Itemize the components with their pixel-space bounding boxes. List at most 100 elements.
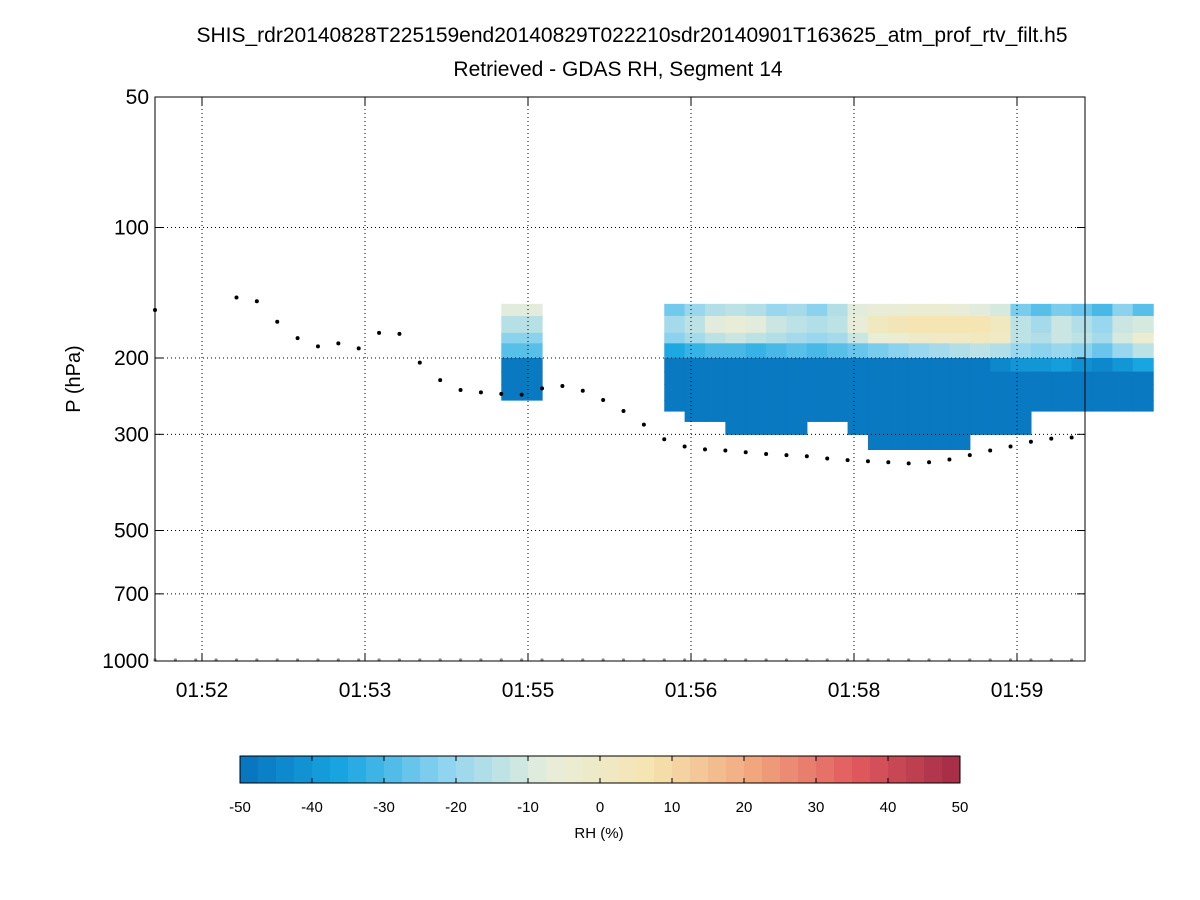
heatmap-cell (1051, 357, 1073, 373)
heatmap-cell (766, 332, 788, 344)
heatmap-cell (664, 343, 686, 359)
heatmap-cell (806, 384, 828, 401)
heatmap-cell (684, 303, 706, 317)
colorbar-segment (816, 756, 835, 783)
heatmap-cell (990, 357, 1012, 373)
heatmap-cell (1112, 357, 1134, 373)
colorbar-segment (294, 756, 313, 783)
heatmap-cell (786, 315, 808, 334)
series-point (1028, 439, 1033, 444)
heatmap-cell (827, 384, 849, 401)
grid-lines (155, 97, 1085, 661)
heatmap-cell (949, 303, 971, 317)
heatmap-cell (501, 343, 523, 359)
series-point (397, 331, 402, 336)
heatmap-cell (806, 410, 828, 422)
heatmap-cell (990, 315, 1012, 334)
heatmap-cell (521, 315, 543, 334)
heatmap-cell (1030, 315, 1052, 334)
series-point (356, 346, 361, 351)
heatmap-cell (1112, 332, 1134, 344)
heatmap-cells (501, 303, 1154, 450)
heatmap-cell (725, 410, 747, 422)
heatmap-cell (766, 357, 788, 373)
colorbar-segment (456, 756, 475, 783)
heatmap-cell (888, 315, 910, 334)
heatmap-cell (786, 421, 808, 435)
colorbar-segment (510, 756, 529, 783)
heatmap-cell (664, 400, 686, 412)
heatmap-cell (990, 332, 1012, 344)
heatmap-cell (908, 434, 930, 450)
colorbar-segment (834, 756, 853, 783)
heatmap-cell (501, 357, 523, 373)
colorbar-segment (618, 756, 637, 783)
heatmap-cell (684, 400, 706, 412)
series-point (641, 422, 646, 427)
heatmap-cell (786, 357, 808, 373)
heatmap-cell (704, 315, 726, 334)
heatmap-cell (1132, 371, 1154, 385)
heatmap-cell (1112, 303, 1134, 317)
heatmap-cell (1030, 400, 1052, 412)
heatmap-cell (684, 357, 706, 373)
series-point (499, 391, 504, 396)
colorbar-segment (852, 756, 871, 783)
heatmap-cell (1092, 371, 1113, 385)
colorbar-tick-label: -50 (229, 799, 251, 816)
heatmap-cell (1030, 384, 1052, 401)
x-tick-label: 01:59 (991, 679, 1044, 702)
series-point (336, 341, 341, 346)
colorbar-segment (582, 756, 601, 783)
colorbar-segment (330, 756, 349, 783)
series-point (621, 408, 626, 413)
colorbar-segment (870, 756, 889, 783)
colorbar-segment (366, 756, 385, 783)
heatmap-cell (1132, 357, 1154, 373)
colorbar-ticks: -50 -40 -30 -20 -10 0 10 20 30 40 50 (229, 756, 968, 816)
heatmap-cell (949, 410, 971, 422)
heatmap-cell (521, 332, 543, 344)
series-point (906, 461, 911, 466)
series-point (254, 299, 259, 304)
heatmap-cell (1010, 410, 1032, 422)
heatmap-cell (888, 343, 910, 359)
heatmap-cell (908, 421, 930, 435)
heatmap-cell (725, 315, 747, 334)
heatmap-cell (1030, 371, 1052, 385)
series-point (295, 336, 300, 341)
colorbar (240, 756, 961, 783)
heatmap-cell (1092, 315, 1113, 334)
series-point (723, 448, 728, 453)
series-point (417, 360, 422, 365)
heatmap-cell (990, 410, 1012, 422)
heatmap-cell (1092, 384, 1113, 401)
heatmap-cell (745, 303, 767, 317)
heatmap-cell (969, 371, 991, 385)
heatmap-cell (664, 371, 686, 385)
series-point (865, 459, 870, 464)
heatmap-cell (1092, 332, 1113, 344)
series-point (315, 344, 320, 349)
x-tick-label: 01:52 (176, 679, 229, 702)
heatmap-cell (704, 357, 726, 373)
heatmap-cell (827, 400, 849, 412)
colorbar-segment (402, 756, 421, 783)
heatmap-cell (1132, 303, 1154, 317)
heatmap-cell (684, 343, 706, 359)
heatmap-cell (786, 384, 808, 401)
colorbar-tick-label: -20 (445, 799, 467, 816)
heatmap-cell (664, 315, 686, 334)
heatmap-cell (908, 357, 930, 373)
heatmap-cell (725, 332, 747, 344)
heatmap-cell (969, 421, 991, 435)
heatmap-cell (1071, 315, 1093, 334)
heatmap-cell (745, 332, 767, 344)
heatmap-cell (1010, 357, 1032, 373)
heatmap-cell (806, 332, 828, 344)
heatmap-cell (1010, 343, 1032, 359)
heatmap-cell (1030, 343, 1052, 359)
heatmap-cell (929, 315, 951, 334)
heatmap-cell (847, 410, 869, 422)
